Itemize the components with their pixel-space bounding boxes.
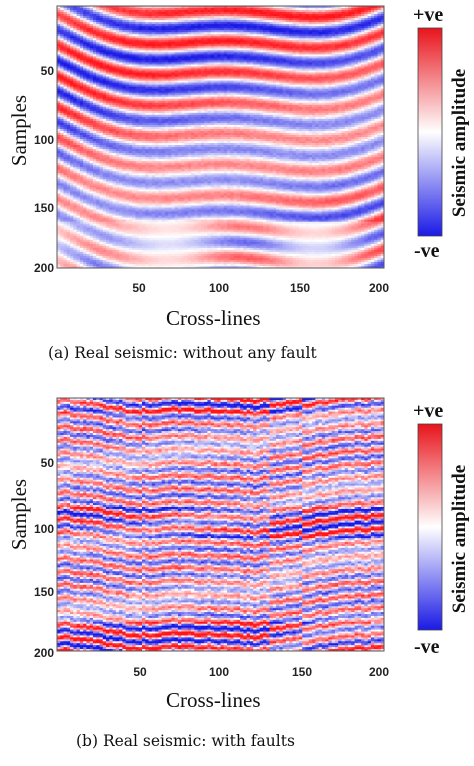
colorbar bbox=[417, 27, 443, 237]
y-axis-label: Samples bbox=[7, 479, 32, 550]
y-axis-label: Samples bbox=[7, 95, 32, 166]
plot-frame bbox=[56, 397, 385, 652]
x-tick-label: 150 bbox=[280, 281, 320, 295]
seismic-image bbox=[57, 398, 385, 652]
x-tick-label: 100 bbox=[199, 665, 239, 679]
seismic-section-a bbox=[56, 5, 443, 269]
colorbar-positive-label: +ve bbox=[413, 4, 443, 27]
x-tick-label: 200 bbox=[359, 281, 399, 295]
y-tick-label: 200 bbox=[26, 261, 54, 275]
figure-panel-b: Samples 50 100 150 200 50 100 150 200 Cr… bbox=[0, 386, 474, 766]
y-tick-label: 50 bbox=[26, 456, 54, 470]
y-tick-label: 50 bbox=[26, 64, 54, 78]
x-axis-label: Cross-lines bbox=[166, 306, 261, 331]
x-tick-label: 50 bbox=[120, 665, 160, 679]
seismic-image bbox=[57, 6, 385, 269]
plot-frame bbox=[56, 5, 385, 269]
y-tick-label: 100 bbox=[26, 133, 54, 147]
colorbar-positive-label: +ve bbox=[413, 400, 443, 423]
colorbar-title: Seismic amplitude bbox=[449, 454, 471, 624]
x-tick-label: 150 bbox=[282, 665, 322, 679]
x-tick-label: 50 bbox=[119, 281, 159, 295]
figure-panel-a: Samples 50 100 150 200 50 100 150 200 Cr… bbox=[0, 0, 474, 380]
x-axis-label: Cross-lines bbox=[166, 688, 261, 713]
x-tick-label: 100 bbox=[199, 281, 239, 295]
seismic-section-b bbox=[56, 397, 443, 652]
colorbar-negative-label: -ve bbox=[414, 240, 440, 263]
colorbar-negative-label: -ve bbox=[414, 636, 440, 659]
figure-caption: (a) Real seismic: without any fault bbox=[48, 344, 317, 362]
y-tick-label: 200 bbox=[26, 646, 54, 660]
y-tick-label: 150 bbox=[26, 585, 54, 599]
x-tick-label: 200 bbox=[359, 665, 399, 679]
colorbar bbox=[417, 423, 443, 631]
y-tick-label: 150 bbox=[26, 201, 54, 215]
figure-caption: (b) Real seismic: with faults bbox=[76, 732, 295, 750]
colorbar-title: Seismic amplitude bbox=[449, 58, 471, 228]
y-tick-label: 100 bbox=[26, 522, 54, 536]
